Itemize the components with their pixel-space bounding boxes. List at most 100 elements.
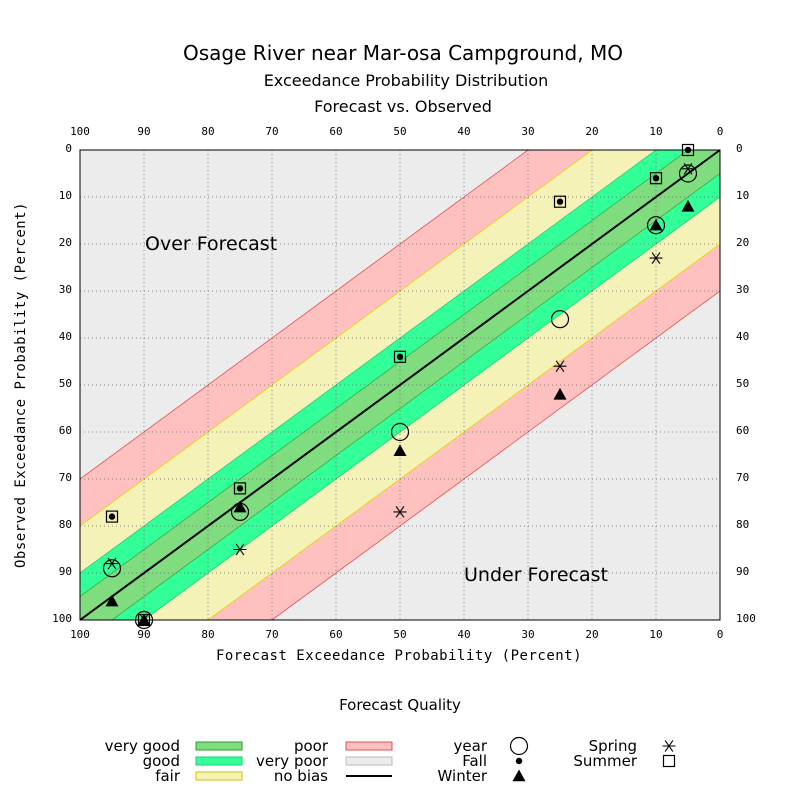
- legend-label-good: good: [143, 752, 180, 770]
- legend-swatch-fair: [195, 771, 243, 781]
- y-tick-label-right: 50: [736, 377, 749, 390]
- y-tick-label-left: 80: [59, 518, 72, 531]
- y-tick-label-left: 70: [59, 471, 72, 484]
- summer-point: [553, 195, 567, 208]
- spring-point: [233, 543, 247, 556]
- summer-point: [393, 350, 407, 363]
- x-tick-label-bottom: 50: [393, 628, 406, 641]
- y-tick-label-right: 30: [736, 283, 749, 296]
- legend-label-winter: Winter: [438, 767, 488, 785]
- summer-point: [137, 613, 151, 627]
- legend-marker-fall: [515, 757, 523, 765]
- y-tick-label-right: 0: [736, 142, 743, 155]
- fall-point: [396, 353, 404, 360]
- series-summer: [105, 143, 695, 627]
- y-tick-label-left: 10: [59, 189, 72, 202]
- year-point: [550, 310, 570, 329]
- summer-point: [681, 143, 695, 157]
- y-tick-label-left: 40: [59, 330, 72, 343]
- y-tick-label-left: 0: [65, 142, 72, 155]
- fall-point: [684, 146, 692, 154]
- spring-point: [553, 360, 567, 373]
- summer-point: [649, 172, 663, 185]
- legend-swatch-good: [195, 756, 243, 766]
- no-bias-line: [79, 149, 721, 621]
- x-tick-label-top: 30: [521, 125, 534, 138]
- legend-title: Forecast Quality: [339, 696, 461, 714]
- y-tick-label-right: 20: [736, 236, 749, 249]
- spring-point: [649, 252, 663, 264]
- x-tick-label-bottom: 60: [329, 628, 342, 641]
- under-forecast-label: Under Forecast: [464, 564, 608, 586]
- legend-label-very-poor: very poor: [256, 752, 329, 770]
- x-tick-label-bottom: 70: [265, 628, 278, 641]
- y-tick-label-left: 50: [59, 377, 72, 390]
- legend-label-very-good: very good: [105, 737, 180, 755]
- x-tick-label-top: 10: [649, 125, 662, 138]
- series-winter: [105, 199, 695, 626]
- legend-label-year: year: [454, 737, 488, 755]
- winter-point: [233, 500, 247, 513]
- x-tick-label-top: 0: [717, 125, 724, 138]
- y-tick-label-right: 10: [736, 189, 749, 202]
- x-tick-label-top: 90: [137, 125, 150, 138]
- legend-label-fair: fair: [155, 767, 181, 785]
- winter-point: [105, 594, 119, 607]
- year-point: [390, 422, 410, 442]
- year-point: [646, 216, 666, 235]
- x-tick-label-top: 60: [329, 125, 342, 138]
- legend-marker-year: [509, 736, 529, 756]
- legend-label-summer: Summer: [573, 752, 637, 770]
- year-point: [678, 164, 698, 183]
- series-spring: [105, 162, 695, 626]
- legend-marker-spring: [662, 740, 676, 752]
- x-tick-label-bottom: 80: [201, 628, 214, 641]
- legend-label-fall: Fall: [462, 752, 487, 770]
- x-tick-label-bottom: 10: [649, 628, 662, 641]
- x-tick-label-top: 80: [201, 125, 214, 138]
- y-axis-label: Observed Exceedance Probability (Percent…: [13, 202, 29, 568]
- legend-swatch-poor: [345, 741, 393, 751]
- x-tick-label-top: 100: [70, 125, 90, 138]
- y-tick-label-right: 40: [736, 330, 749, 343]
- legend-marker-winter: [512, 769, 526, 782]
- x-tick-label-top: 70: [265, 125, 278, 138]
- plot-frame: [79, 149, 721, 621]
- data-points: [102, 143, 698, 630]
- spring-point: [681, 162, 695, 175]
- series-year: [102, 164, 698, 630]
- x-tick-label-bottom: 20: [585, 628, 598, 641]
- x-tick-label-bottom: 90: [137, 628, 150, 641]
- y-tick-label-left: 100: [52, 612, 72, 625]
- x-tick-label-bottom: 0: [717, 628, 724, 641]
- y-tick-label-left: 60: [59, 424, 72, 437]
- summer-point: [105, 510, 119, 523]
- summer-point: [233, 482, 247, 495]
- legend-swatch-very-poor: [345, 756, 393, 766]
- y-tick-label-right: 80: [736, 518, 749, 531]
- y-tick-label-left: 30: [59, 283, 72, 296]
- y-tick-label-right: 90: [736, 565, 749, 578]
- y-tick-label-left: 20: [59, 236, 72, 249]
- over-forecast-label: Over Forecast: [145, 233, 277, 255]
- legend-swatch-very-good: [195, 741, 243, 751]
- legend-marker-summer: [662, 754, 676, 768]
- winter-point: [649, 218, 663, 231]
- fall-point: [236, 485, 244, 492]
- x-tick-label-bottom: 40: [457, 628, 470, 641]
- winter-point: [393, 444, 407, 456]
- legend-label-no-bias: no bias: [274, 767, 328, 785]
- fall-point: [652, 175, 660, 182]
- chart-subtitle-2: Forecast vs. Observed: [314, 97, 492, 116]
- winter-point: [681, 199, 695, 212]
- fall-point: [108, 513, 116, 520]
- x-tick-label-top: 20: [585, 125, 598, 138]
- x-tick-label-bottom: 100: [70, 628, 90, 641]
- x-tick-label-bottom: 30: [521, 628, 534, 641]
- x-tick-label-top: 40: [457, 125, 470, 138]
- spring-point: [105, 557, 119, 570]
- y-tick-label-right: 100: [736, 612, 756, 625]
